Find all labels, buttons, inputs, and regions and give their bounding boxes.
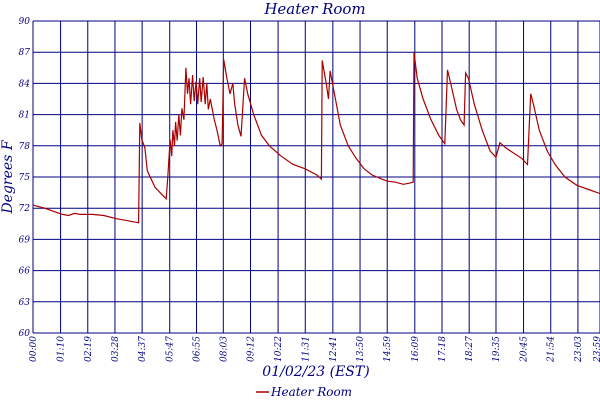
y-tick-label: 63 <box>19 298 31 308</box>
x-tick-label: 19:35 <box>492 336 502 362</box>
y-tick-label: 66 <box>19 267 31 277</box>
x-tick-label: 10:22 <box>274 336 284 362</box>
series-line-heater-room <box>32 52 600 224</box>
x-tick-label: 03:28 <box>111 336 121 362</box>
y-tick-label: 90 <box>19 17 31 27</box>
x-tick-label: 23:59 <box>593 336 600 363</box>
x-tick-label: 02:19 <box>84 336 94 362</box>
x-tick-label: 23:03 <box>574 336 584 363</box>
x-tick-label: 21:54 <box>547 336 557 363</box>
y-tick-label: 87 <box>19 48 31 58</box>
x-tick-label: 14:59 <box>383 336 393 362</box>
x-tick-label: 12:41 <box>329 336 339 362</box>
x-tick-label: 13:50 <box>356 336 366 362</box>
y-tick-label: 72 <box>19 204 31 214</box>
y-tick-labels: 60 63 66 69 72 75 78 81 84 87 90 <box>19 17 31 339</box>
chart-title: Heater Room <box>263 0 365 18</box>
y-tick-label: 69 <box>19 235 31 245</box>
y-tick-label: 81 <box>19 111 30 121</box>
x-axis-label: 01/02/23 (EST) <box>262 364 369 380</box>
x-tick-label: 08:03 <box>219 336 229 362</box>
legend: Heater Room <box>256 385 352 399</box>
y-tick-label: 84 <box>19 79 31 89</box>
x-tick-label: 11:31 <box>301 336 311 362</box>
grid <box>32 20 600 334</box>
y-axis-label: Degrees F <box>0 139 16 214</box>
x-tick-label: 18:27 <box>465 336 475 362</box>
x-tick-labels: 00:00 01:10 02:19 03:28 04:37 05:47 06:55 08:03… <box>29 336 600 363</box>
legend-label: Heater Room <box>270 385 352 399</box>
y-tick-label: 60 <box>19 329 31 339</box>
x-tick-label: 17:18 <box>438 336 448 362</box>
x-tick-label: 20:45 <box>520 336 530 363</box>
x-tick-label: 09:12 <box>247 336 257 362</box>
x-tick-label: 04:37 <box>138 336 148 362</box>
x-tick-label: 00:00 <box>29 336 39 362</box>
x-tick-label: 16:09 <box>411 336 421 362</box>
x-tick-label: 06:55 <box>193 336 203 362</box>
x-tick-label: 05:47 <box>166 336 176 362</box>
y-tick-label: 75 <box>19 173 31 183</box>
y-tick-label: 78 <box>19 142 31 152</box>
x-tick-label: 01:10 <box>57 336 67 362</box>
